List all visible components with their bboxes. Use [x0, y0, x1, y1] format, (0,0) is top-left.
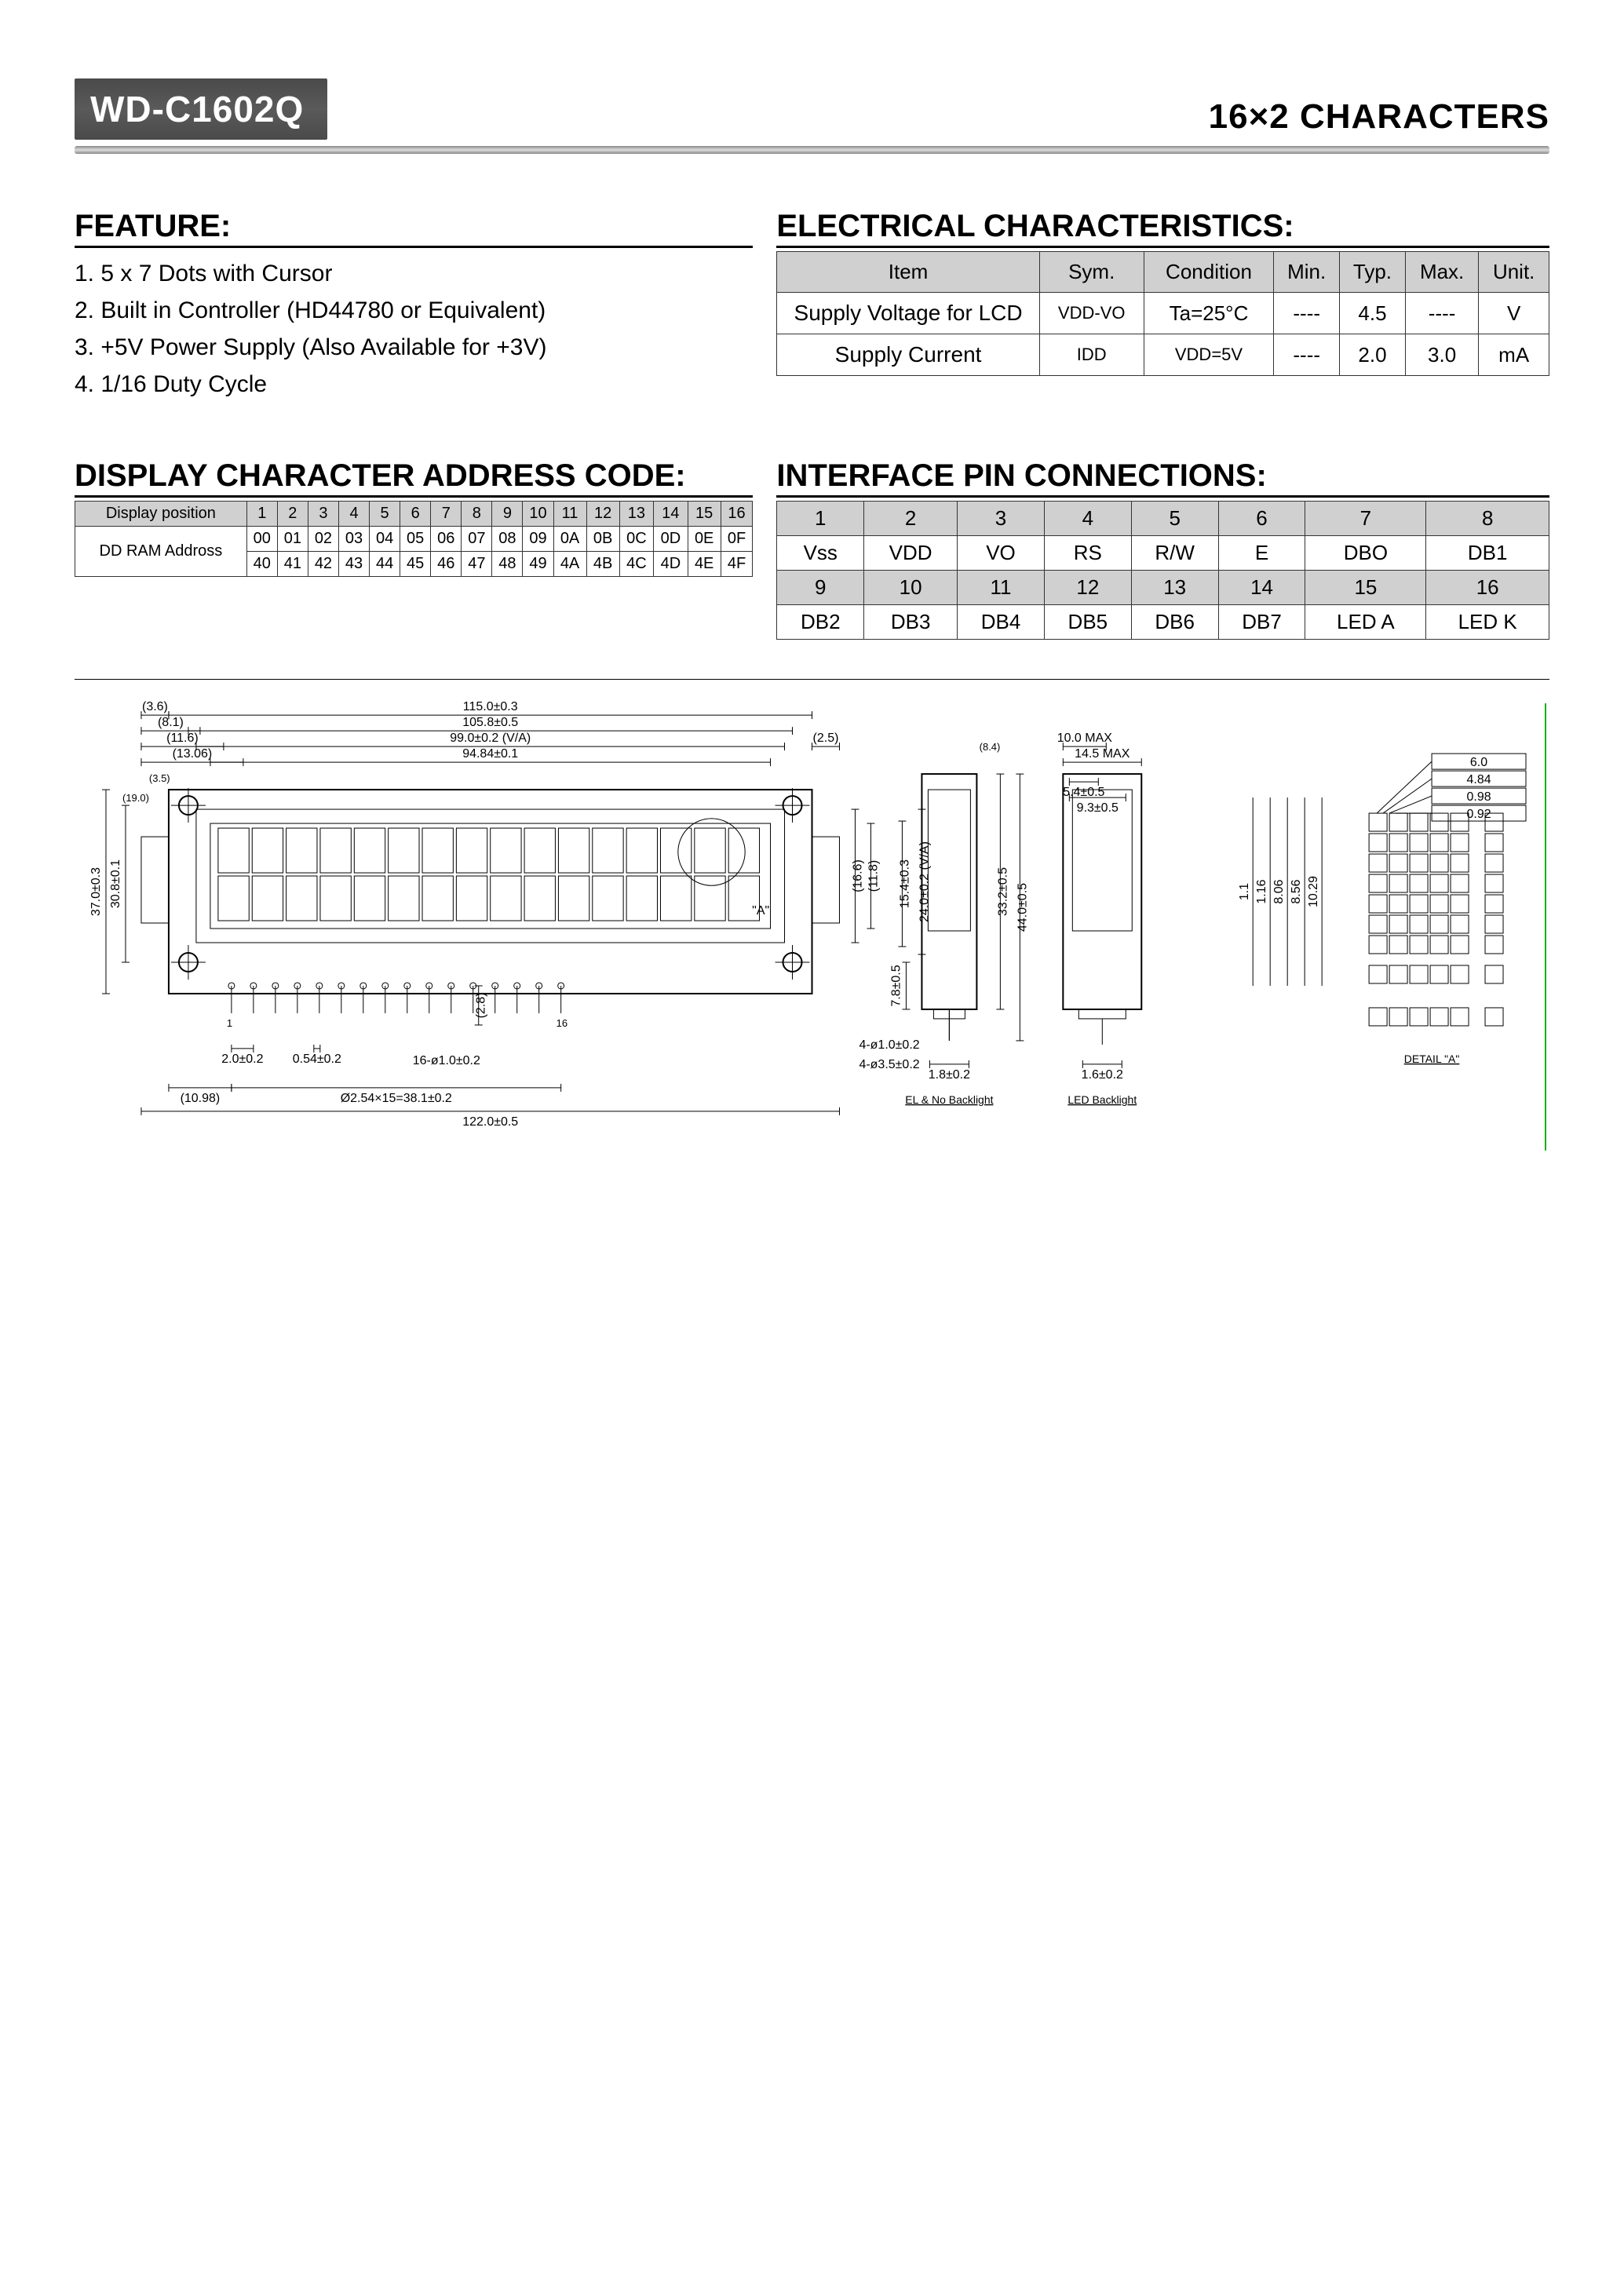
col-typ: Typ. [1340, 252, 1406, 293]
cell: ---- [1274, 334, 1340, 376]
svg-text:30.8±0.1: 30.8±0.1 [109, 859, 122, 908]
svg-text:0.98: 0.98 [1466, 790, 1491, 804]
svg-text:105.8±0.5: 105.8±0.5 [462, 716, 518, 729]
svg-text:(3.5): (3.5) [149, 772, 170, 784]
feature-item: 4. 1/16 Duty Cycle [75, 367, 753, 402]
svg-text:(11.8): (11.8) [867, 860, 880, 892]
cell: 3.0 [1405, 334, 1479, 376]
cell: mA [1479, 334, 1549, 376]
feature-item: 2. Built in Controller (HD44780 or Equiv… [75, 293, 753, 328]
svg-text:94.84±0.1: 94.84±0.1 [462, 747, 518, 761]
svg-text:"A": "A" [752, 904, 769, 918]
svg-text:(10.98): (10.98) [181, 1092, 221, 1105]
svg-text:33.2±0.5: 33.2±0.5 [996, 867, 1009, 916]
svg-text:(8.1): (8.1) [158, 716, 184, 729]
svg-text:(11.6): (11.6) [166, 732, 199, 745]
cell: IDD [1039, 334, 1144, 376]
electrical-table: Item Sym. Condition Min. Typ. Max. Unit.… [776, 251, 1549, 376]
svg-text:(2.5): (2.5) [813, 732, 839, 745]
cell: 4.5 [1340, 293, 1406, 334]
svg-text:(2.8): (2.8) [475, 993, 488, 1019]
svg-text:122.0±0.5: 122.0±0.5 [462, 1115, 518, 1129]
svg-text:(19.0): (19.0) [122, 792, 149, 804]
svg-text:14.5 MAX: 14.5 MAX [1075, 747, 1130, 761]
cell: 2.0 [1340, 334, 1406, 376]
cell: VDD=5V [1144, 334, 1274, 376]
svg-text:1.16: 1.16 [1255, 879, 1268, 903]
svg-text:37.0±0.3: 37.0±0.3 [89, 867, 103, 916]
svg-text:0.92: 0.92 [1466, 808, 1491, 821]
svg-text:7.8±0.5: 7.8±0.5 [889, 965, 903, 1006]
svg-text:99.0±0.2 (V/A): 99.0±0.2 (V/A) [450, 732, 531, 745]
svg-text:(16.6): (16.6) [851, 859, 864, 892]
svg-text:Ø2.54×15=38.1±0.2: Ø2.54×15=38.1±0.2 [341, 1092, 452, 1105]
cell: V [1479, 293, 1549, 334]
col-sym: Sym. [1039, 252, 1144, 293]
col-unit: Unit. [1479, 252, 1549, 293]
mechanical-svg: "A" 1 16 (3.6) (8.1) (11.6) (13.06) 115.0±0.3 10… [75, 695, 1549, 1182]
svg-text:16: 16 [557, 1017, 567, 1029]
svg-text:LED Backlight: LED Backlight [1067, 1093, 1137, 1106]
svg-text:DETAIL "A": DETAIL "A" [1404, 1053, 1460, 1065]
row-1: FEATURE: 1. 5 x 7 Dots with Cursor 2. Bu… [75, 209, 1549, 403]
row-2: DISPLAY CHARACTER ADDRESS CODE: Display … [75, 458, 1549, 640]
svg-text:2.0±0.2: 2.0±0.2 [221, 1053, 263, 1066]
svg-text:(8.4): (8.4) [980, 741, 1001, 753]
feature-title: FEATURE: [75, 209, 753, 248]
cell: Supply Current [777, 334, 1039, 376]
svg-text:1.8±0.2: 1.8±0.2 [929, 1068, 970, 1082]
header-divider [75, 146, 1549, 154]
part-number-badge: WD-C1602Q [75, 78, 327, 140]
address-title: DISPLAY CHARACTER ADDRESS CODE: [75, 458, 753, 498]
feature-item: 1. 5 x 7 Dots with Cursor [75, 256, 753, 291]
feature-list: 1. 5 x 7 Dots with Cursor 2. Built in Co… [75, 256, 753, 402]
pin-table: 12345678VssVDDVORSR/WEDBODB1910111213141… [776, 501, 1549, 640]
svg-text:1.1: 1.1 [1238, 883, 1251, 900]
svg-text:8.06: 8.06 [1272, 879, 1286, 903]
svg-text:9.3±0.5: 9.3±0.5 [1077, 801, 1119, 815]
address-table: Display position12345678910111213141516D… [75, 501, 753, 577]
electrical-title: ELECTRICAL CHARACTERISTICS: [776, 209, 1549, 248]
col-cond: Condition [1144, 252, 1274, 293]
svg-text:(3.6): (3.6) [142, 700, 168, 713]
feature-item: 3. +5V Power Supply (Also Available for … [75, 330, 753, 365]
header-subtitle: 16×2 CHARACTERS [327, 97, 1549, 140]
svg-text:1: 1 [227, 1017, 232, 1029]
cell: VDD-VO [1039, 293, 1144, 334]
svg-text:16-ø1.0±0.2: 16-ø1.0±0.2 [413, 1054, 480, 1067]
svg-text:8.56: 8.56 [1290, 879, 1303, 903]
svg-text:10.0 MAX: 10.0 MAX [1057, 732, 1113, 745]
svg-text:(13.06): (13.06) [173, 747, 213, 761]
svg-text:EL & No Backlight: EL & No Backlight [905, 1093, 993, 1106]
pins-title: INTERFACE PIN CONNECTIONS: [776, 458, 1549, 498]
col-min: Min. [1274, 252, 1340, 293]
svg-text:1.6±0.2: 1.6±0.2 [1082, 1068, 1123, 1082]
svg-text:10.29: 10.29 [1307, 876, 1320, 907]
col-item: Item [777, 252, 1039, 293]
svg-text:24.0±0.2 (V/A): 24.0±0.2 (V/A) [918, 841, 931, 922]
svg-text:6.0: 6.0 [1470, 756, 1487, 769]
mechanical-diagram: "A" 1 16 (3.6) (8.1) (11.6) (13.06) 115.0±0.3 10… [75, 679, 1549, 1186]
svg-text:4-ø3.5±0.2: 4-ø3.5±0.2 [859, 1058, 919, 1071]
col-max: Max. [1405, 252, 1479, 293]
svg-text:115.0±0.3: 115.0±0.3 [463, 700, 518, 713]
cell: ---- [1405, 293, 1479, 334]
cell: Ta=25°C [1144, 293, 1274, 334]
svg-text:0.54±0.2: 0.54±0.2 [293, 1053, 341, 1066]
cell: Supply Voltage for LCD [777, 293, 1039, 334]
cell: ---- [1274, 293, 1340, 334]
header: WD-C1602Q 16×2 CHARACTERS [75, 78, 1549, 140]
svg-text:4.84: 4.84 [1466, 773, 1491, 786]
svg-text:15.4±0.3: 15.4±0.3 [898, 859, 911, 908]
svg-text:4-ø1.0±0.2: 4-ø1.0±0.2 [859, 1038, 919, 1052]
svg-text:44.0±0.5: 44.0±0.5 [1016, 883, 1029, 932]
